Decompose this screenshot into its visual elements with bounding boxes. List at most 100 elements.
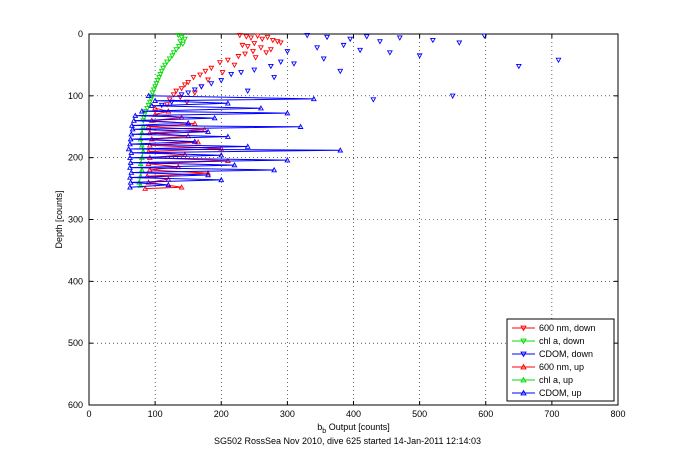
data-point xyxy=(224,57,231,64)
data-point xyxy=(142,185,149,191)
data-point xyxy=(347,36,354,43)
data-point xyxy=(177,39,184,45)
legend-box xyxy=(506,318,615,402)
data-point xyxy=(178,86,185,92)
data-point xyxy=(179,41,186,48)
y-axis-label: Depth [counts] xyxy=(54,190,64,248)
legend-swatch-marker xyxy=(520,389,527,396)
data-point xyxy=(314,45,321,51)
y-tick-label: 400 xyxy=(68,276,83,286)
data-point xyxy=(284,157,291,163)
data-point xyxy=(218,145,225,151)
data-point xyxy=(357,47,364,54)
data-point xyxy=(178,92,185,98)
data-point xyxy=(236,33,243,39)
data-point xyxy=(127,184,133,190)
data-point xyxy=(148,96,155,103)
legend: 600 nm, down chl a, down CDOM, down 600 nm,… xyxy=(506,318,615,402)
data-point xyxy=(195,139,202,145)
data-point xyxy=(251,67,258,73)
data-point xyxy=(146,99,153,106)
data-point xyxy=(185,90,192,96)
y-tick-label: 300 xyxy=(68,215,83,225)
data-point xyxy=(138,166,145,173)
data-point xyxy=(197,72,204,78)
data-point xyxy=(310,95,317,102)
data-point xyxy=(456,40,463,46)
data-point xyxy=(238,70,245,76)
data-point xyxy=(244,44,251,50)
x-tick-label: 0 xyxy=(86,409,91,419)
data-point xyxy=(218,176,225,183)
data-point xyxy=(140,123,147,129)
series-5 xyxy=(125,92,344,190)
data-point xyxy=(128,131,135,137)
x-tick-label: 300 xyxy=(280,409,295,419)
data-point xyxy=(145,102,152,109)
legend-swatch-marker xyxy=(520,338,527,345)
data-point xyxy=(216,60,223,66)
data-point xyxy=(337,147,344,153)
data-point xyxy=(271,75,278,81)
data-point xyxy=(396,35,403,41)
data-point xyxy=(145,160,152,167)
data-point xyxy=(219,70,226,76)
data-point xyxy=(152,84,159,90)
data-point xyxy=(224,133,231,139)
data-point xyxy=(191,120,198,126)
legend-label: 600 nm, up xyxy=(539,362,584,372)
data-point xyxy=(248,35,254,41)
data-point xyxy=(198,84,205,90)
data-point xyxy=(181,82,188,88)
series-1 xyxy=(140,33,188,124)
data-point xyxy=(243,34,250,40)
data-point xyxy=(244,143,251,149)
ticks: 0 100 200 300 400 500 600 700 800 0 100 200 300 400 50… xyxy=(68,29,626,419)
data-point xyxy=(127,174,133,180)
data-point xyxy=(185,80,192,86)
data-point xyxy=(190,75,197,81)
y-tick-label: 100 xyxy=(68,91,83,101)
data-point xyxy=(429,37,436,44)
data-point xyxy=(149,90,156,96)
data-point xyxy=(257,45,264,51)
legend-item: CDOM, down xyxy=(512,349,593,359)
data-point xyxy=(337,68,344,75)
data-point xyxy=(235,54,242,60)
legend-swatch-marker xyxy=(520,351,527,358)
legend-label: CDOM, up xyxy=(539,388,582,398)
legend-item: chl a, up xyxy=(512,375,573,385)
series-layer xyxy=(125,33,562,191)
data-point xyxy=(146,142,153,148)
data-point xyxy=(205,77,211,83)
data-point xyxy=(129,126,136,132)
data-point xyxy=(386,50,393,56)
data-point xyxy=(277,40,284,46)
data-point xyxy=(267,63,274,70)
data-point xyxy=(191,138,198,144)
legend-item: 600 nm, up xyxy=(512,362,584,372)
data-point xyxy=(157,71,164,78)
data-point xyxy=(259,36,266,43)
data-point xyxy=(264,34,271,41)
legend-item: 600 nm, down xyxy=(512,323,596,333)
data-point xyxy=(153,81,160,87)
data-point xyxy=(178,184,185,190)
data-point xyxy=(129,122,135,128)
data-point xyxy=(164,59,170,65)
data-point xyxy=(277,59,284,65)
data-point xyxy=(340,42,347,49)
data-point xyxy=(291,61,297,67)
data-point xyxy=(231,161,238,168)
x-tick-label: 600 xyxy=(478,409,493,419)
legend-label: 600 nm, down xyxy=(539,323,596,333)
data-point xyxy=(175,44,182,50)
data-point xyxy=(416,53,423,59)
data-point xyxy=(128,149,135,155)
data-point xyxy=(284,49,291,55)
data-point xyxy=(267,47,274,53)
y-tick-label: 0 xyxy=(78,29,83,39)
data-point xyxy=(228,71,235,78)
data-point xyxy=(127,154,133,160)
data-point xyxy=(162,62,169,69)
